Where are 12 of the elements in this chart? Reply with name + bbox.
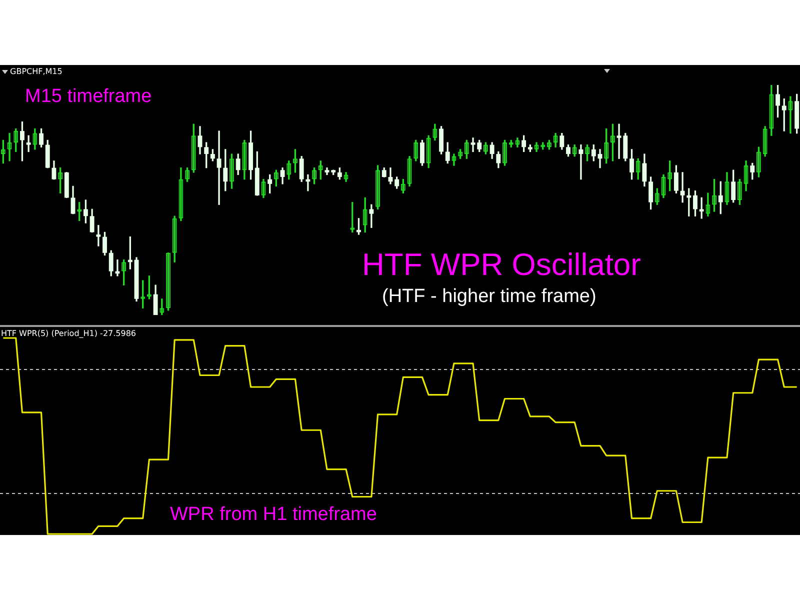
chart-title: GBPCHF,M15 xyxy=(10,67,62,76)
candlestick xyxy=(369,204,374,228)
annotation: (HTF - higher time frame) xyxy=(382,286,596,307)
candlestick xyxy=(680,172,685,203)
candlestick xyxy=(470,138,476,152)
annotation: HTF WPR Oscillator xyxy=(362,247,641,282)
chart-title: HTF WPR(5) (Period_H1) -27.5986 xyxy=(1,329,136,338)
candlestick xyxy=(216,130,222,205)
candlestick xyxy=(26,135,31,152)
candlestick xyxy=(578,144,584,180)
annotation: WPR from H1 timeframe xyxy=(170,504,377,525)
annotation: M15 timeframe xyxy=(25,86,152,107)
